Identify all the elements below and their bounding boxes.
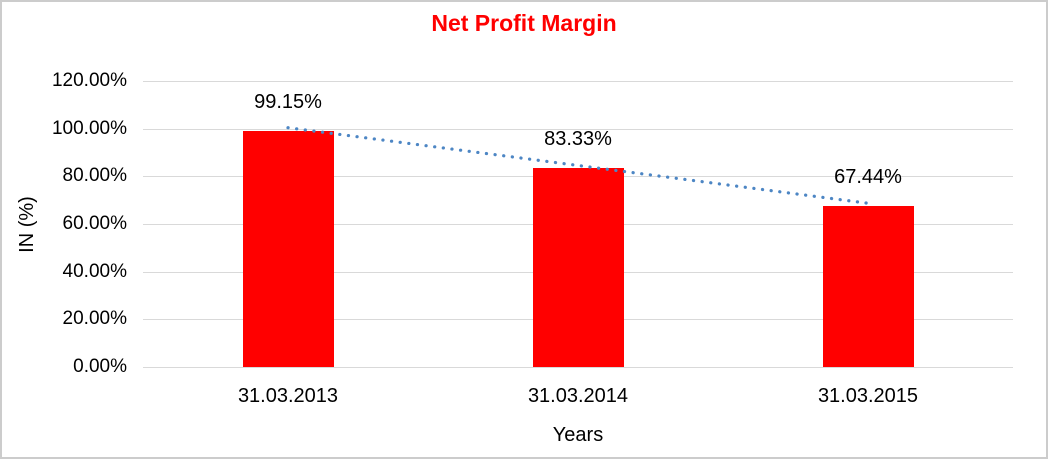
- plot-area: 99.15% 83.33% 67.44%: [143, 81, 1013, 368]
- bar-value-label: 83.33%: [544, 128, 612, 151]
- y-tick-label: 20.00%: [62, 308, 127, 330]
- y-tick-label: 80.00%: [62, 165, 127, 187]
- x-axis-title: Years: [552, 424, 604, 446]
- bar-31.03.2014: [532, 168, 624, 367]
- gridline: [143, 81, 1013, 82]
- y-tick-label: 60.00%: [62, 213, 127, 234]
- gridline: [143, 367, 1013, 368]
- y-tick-label: 100.00%: [51, 117, 127, 139]
- y-tick-label: 0.00%: [73, 356, 127, 377]
- bar-value-label: 99.15%: [254, 90, 322, 113]
- y-tick-label: 40.00%: [62, 260, 127, 282]
- bar-31.03.2015: [822, 206, 914, 367]
- x-axis-ticks: 31.03.2013 31.03.2014 31.03.2015: [143, 385, 1013, 409]
- bar-value-label: 67.44%: [834, 166, 902, 189]
- x-tick-label: 31.03.2015: [817, 385, 919, 407]
- chart-title: Net Profit Margin: [431, 10, 617, 36]
- y-axis-ticks: 0.00% 20.00% 40.00% 60.00% 80.00% 100.00% 120.…: [2, 70, 127, 377]
- x-tick-label: 31.03.2014: [527, 385, 629, 407]
- x-tick-label: 31.03.2013: [237, 385, 339, 407]
- y-tick-label: 120.00%: [51, 70, 127, 91]
- bar-31.03.2013: [242, 130, 334, 367]
